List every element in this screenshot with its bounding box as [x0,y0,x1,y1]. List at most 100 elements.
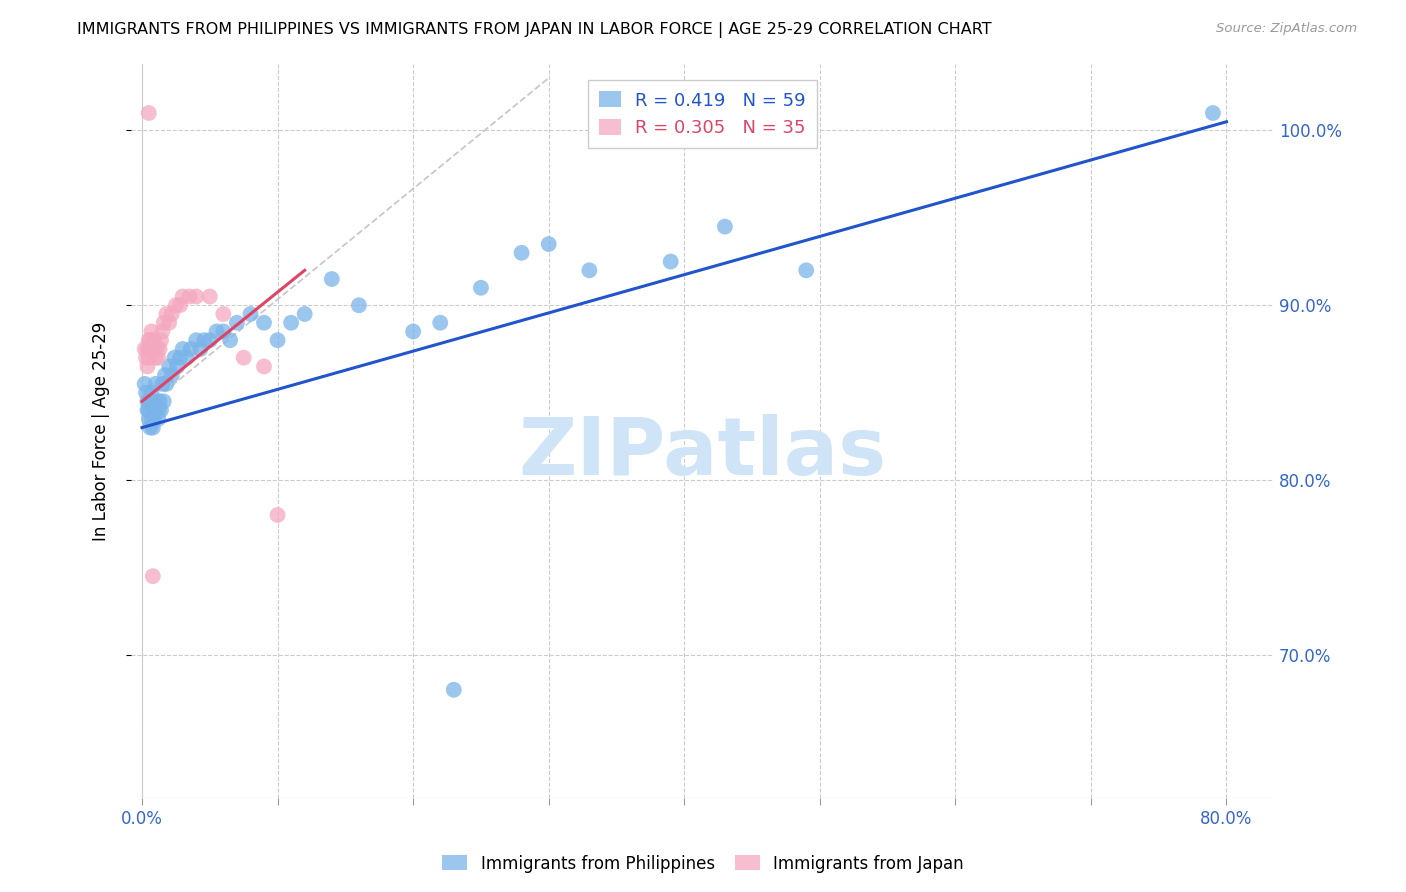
Point [205,325,228,339]
Point [141,342,163,356]
Point [176,351,198,365]
Point [146,342,169,356]
Point [294,307,316,321]
Point [139,394,162,409]
Point [321,272,343,286]
Point [148,351,170,365]
Point [347,298,370,312]
Point [142,569,165,583]
Point [172,342,194,356]
Point [138,412,160,426]
Point [142,333,165,347]
Point [149,333,172,347]
Point [510,245,533,260]
Point [149,394,172,409]
Point [157,359,180,374]
Point [155,376,177,391]
Point [169,298,191,312]
Point [160,307,183,321]
Point [142,420,165,434]
Point [134,376,156,391]
Point [135,351,157,365]
Point [179,289,201,303]
Point [186,289,208,303]
Point [157,316,180,330]
Point [146,394,169,409]
Point [145,351,167,365]
Point [239,307,262,321]
Point [188,342,211,356]
Point [212,325,235,339]
Point [136,359,159,374]
Point [149,342,172,356]
Point [193,333,215,347]
Point [138,351,160,365]
Point [537,237,560,252]
Point [172,289,194,303]
Point [219,333,242,347]
Point [659,254,682,268]
Point [266,508,288,522]
Point [136,403,159,417]
Point [139,342,162,356]
Point [149,403,172,417]
Point [402,325,425,339]
Point [139,420,162,434]
Point [141,325,163,339]
Point [266,333,288,347]
Point [139,333,162,347]
Point [1202,106,1225,120]
Point [429,316,451,330]
Point [138,333,160,347]
Point [143,403,166,417]
Text: ZIPatlas: ZIPatlas [519,414,887,492]
Point [186,333,208,347]
Point [143,412,166,426]
Legend: Immigrants from Philippines, Immigrants from Japan: Immigrants from Philippines, Immigrants … [436,848,970,880]
Point [138,106,160,120]
Point [212,307,235,321]
Point [142,342,165,356]
Point [578,263,600,277]
Point [141,385,163,400]
Point [232,351,254,365]
Point [145,403,167,417]
Point [169,351,191,365]
Point [143,333,166,347]
Point [166,359,188,374]
Point [148,412,170,426]
Point [163,351,186,365]
Point [135,385,157,400]
Point [180,342,202,356]
Point [155,307,177,321]
Point [280,316,302,330]
Point [165,298,187,312]
Text: IMMIGRANTS FROM PHILIPPINES VS IMMIGRANTS FROM JAPAN IN LABOR FORCE | AGE 25-29 : IMMIGRANTS FROM PHILIPPINES VS IMMIGRANT… [77,22,993,38]
Text: Source: ZipAtlas.com: Source: ZipAtlas.com [1216,22,1357,36]
Point [253,359,276,374]
Point [225,316,247,330]
Point [152,316,174,330]
Point [134,342,156,356]
Point [142,394,165,409]
Point [160,368,183,383]
Y-axis label: In Labor Force | Age 25-29: In Labor Force | Age 25-29 [93,321,110,541]
Point [152,394,174,409]
Point [150,325,173,339]
Point [145,376,167,391]
Point [198,289,221,303]
Point [148,403,170,417]
Legend: R = 0.419   N = 59, R = 0.305   N = 35: R = 0.419 N = 59, R = 0.305 N = 35 [588,80,817,148]
Point [470,281,492,295]
Point [136,394,159,409]
Point [150,376,173,391]
Point [153,368,176,383]
Point [253,316,276,330]
Point [136,342,159,356]
Point [138,403,160,417]
Point [141,412,163,426]
Point [794,263,817,277]
Point [198,333,221,347]
Point [714,219,737,234]
Point [443,682,465,697]
